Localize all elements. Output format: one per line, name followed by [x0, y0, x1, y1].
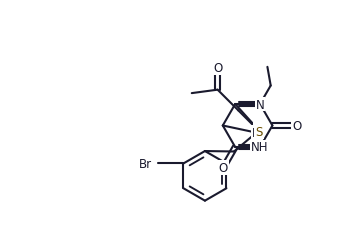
Text: N: N	[256, 98, 264, 111]
Text: NH: NH	[251, 141, 269, 154]
Text: O: O	[213, 61, 222, 75]
Text: N: N	[252, 127, 261, 140]
Text: O: O	[219, 162, 228, 175]
Text: Br: Br	[139, 157, 152, 170]
Text: O: O	[292, 119, 301, 133]
Text: N: N	[254, 123, 263, 137]
Text: S: S	[255, 125, 263, 138]
